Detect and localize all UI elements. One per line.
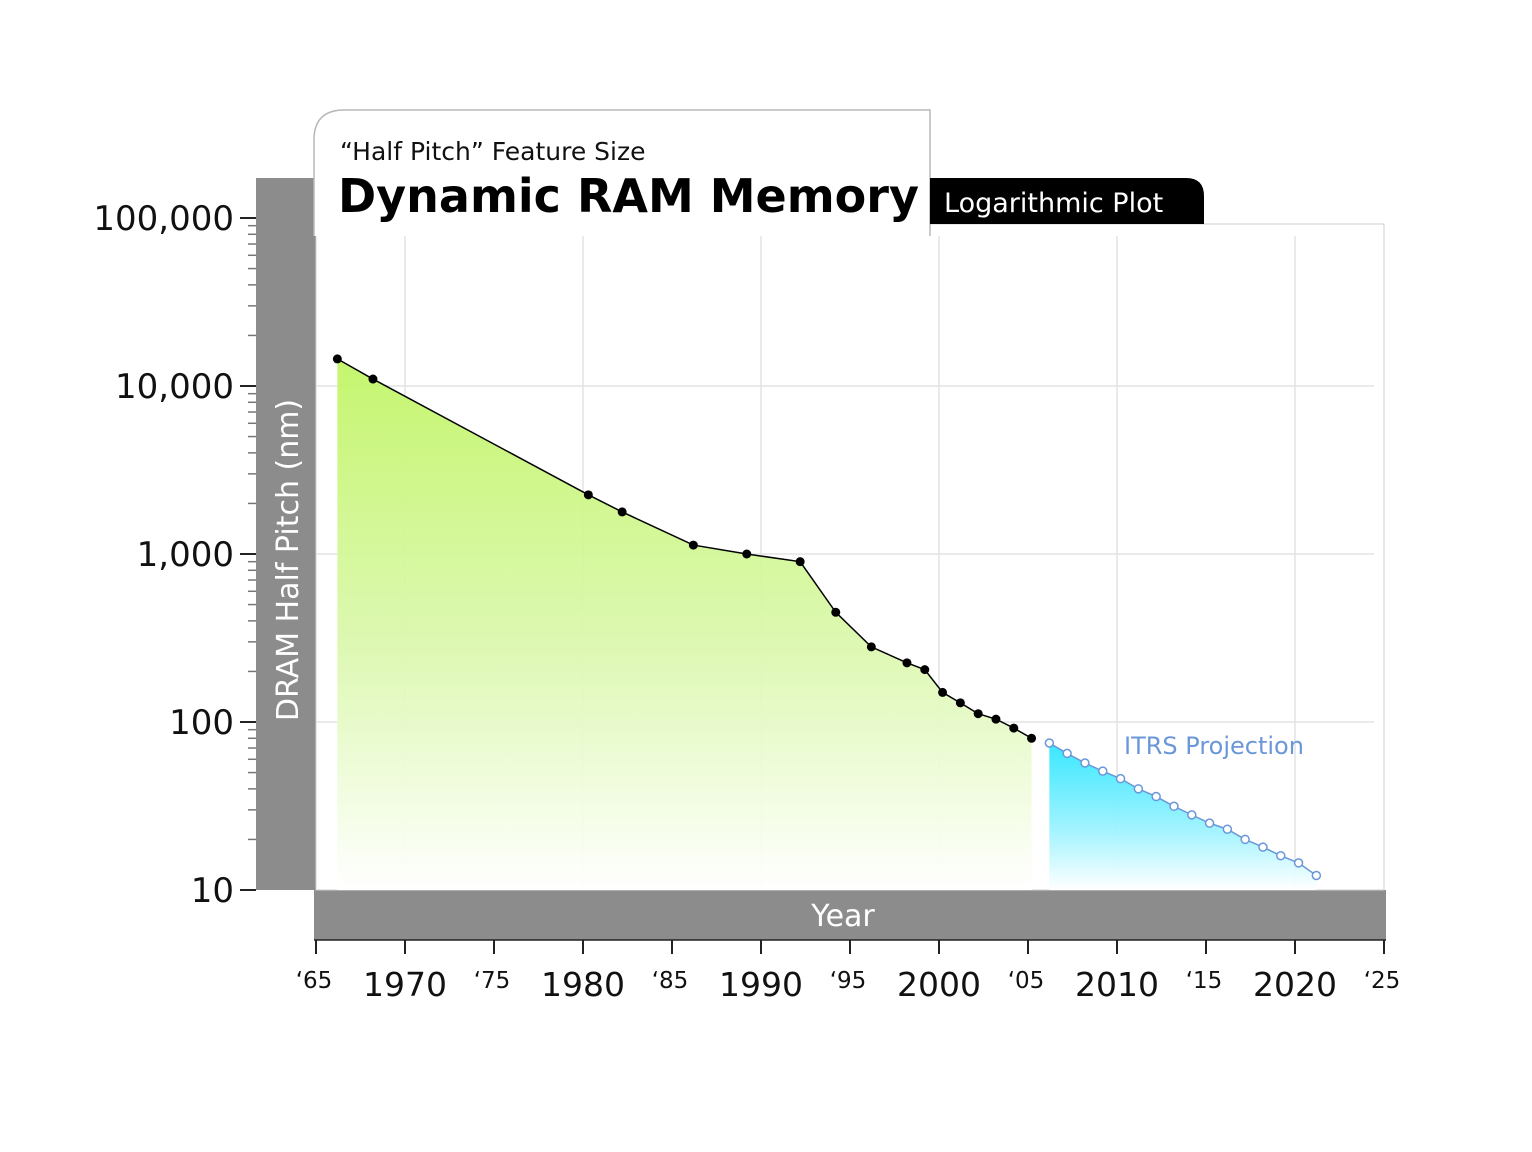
badge-background <box>930 178 1204 224</box>
y-axis-band <box>256 178 316 890</box>
data-point <box>742 549 752 559</box>
data-point <box>583 490 593 500</box>
data-point <box>831 607 841 617</box>
data-point <box>991 714 1001 724</box>
x-axis-band <box>314 890 1386 940</box>
projection-point <box>1115 773 1126 784</box>
projection-point <box>1187 810 1197 820</box>
title-card <box>313 109 931 236</box>
data-point <box>332 354 342 364</box>
y-axis-ticks: 100,000 10,000 1,000 100 10 <box>93 199 256 911</box>
projection-point <box>1222 824 1233 834</box>
projection-point <box>1133 784 1144 794</box>
projection-point <box>1240 834 1250 845</box>
chart-subtitle: “Half Pitch” Feature Size <box>340 137 646 166</box>
projection-point <box>1204 818 1215 828</box>
projection-point <box>1044 738 1055 748</box>
x-tick-label: 2020 <box>1253 965 1337 1004</box>
data-point <box>902 658 912 668</box>
x-minor-tick-label: ‘05 <box>1008 968 1045 994</box>
series-area <box>337 358 1032 891</box>
data-point <box>1027 733 1037 743</box>
projection-point <box>1151 791 1161 802</box>
x-minor-tick-label: ‘25 <box>1364 968 1401 994</box>
projection-point <box>1080 758 1090 768</box>
y-axis-label: DRAM Half Pitch (nm) <box>271 399 306 721</box>
data-point <box>368 374 378 384</box>
data-point <box>973 709 983 719</box>
projection-point <box>1062 748 1072 759</box>
x-minor-tick-label: ‘95 <box>830 968 867 994</box>
y-tick-label: 100,000 <box>93 199 234 239</box>
x-axis-label: Year <box>810 899 875 934</box>
x-tick-label: 1990 <box>719 965 803 1004</box>
x-minor-tick-label: ‘85 <box>652 968 689 994</box>
data-point <box>866 642 876 652</box>
x-minor-tick-label: ‘75 <box>474 968 511 994</box>
data-point <box>617 507 627 517</box>
data-point <box>938 687 948 697</box>
y-tick-label: 10 <box>191 871 234 911</box>
projection-point <box>1258 842 1268 852</box>
projection-point <box>1311 870 1322 881</box>
projection-point <box>1169 801 1179 812</box>
projection-point <box>1098 766 1108 776</box>
x-minor-tick-label: ‘65 <box>296 968 333 994</box>
y-tick-label: 100 <box>169 703 234 743</box>
projection-point <box>1276 850 1286 861</box>
x-tick-label: 1980 <box>541 965 625 1004</box>
chart-title: Dynamic RAM Memory <box>338 169 919 223</box>
data-point <box>1009 723 1019 733</box>
data-point <box>795 557 805 567</box>
projection-label: ITRS Projection <box>1124 732 1304 760</box>
projection-point <box>1293 858 1304 868</box>
series-points <box>332 354 1322 881</box>
x-tick-label: 1970 <box>363 965 447 1004</box>
y-tick-label: 10,000 <box>115 367 234 407</box>
scale-badge: Logarithmic Plot <box>944 188 1163 219</box>
x-tick-label: 2000 <box>897 965 981 1004</box>
y-tick-label: 1,000 <box>137 535 234 575</box>
x-axis-ticks: 1970 1980 1990 2000 2010 2020 ‘65 ‘75 ‘85 ‘95 ‘05 ‘… <box>296 939 1401 1004</box>
data-point <box>955 698 965 708</box>
x-minor-tick-label: ‘15 <box>1186 968 1223 994</box>
x-tick-label: 2010 <box>1075 965 1159 1004</box>
series-line <box>1048 742 1317 877</box>
data-point <box>920 665 930 675</box>
data-point <box>688 540 698 550</box>
